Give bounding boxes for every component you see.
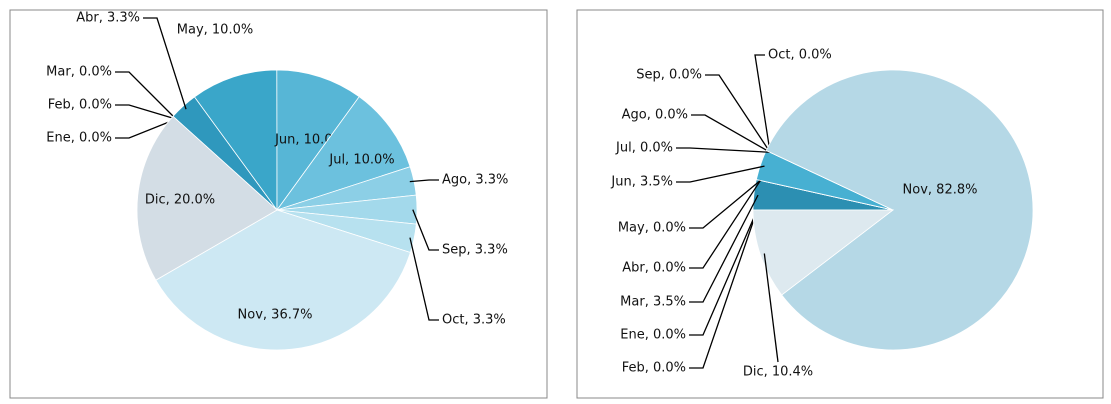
leader-line: [705, 74, 771, 153]
data-label: Feb, 0.0%: [622, 361, 686, 376]
leader-line: [763, 253, 779, 363]
pie-slice: [752, 209, 895, 296]
data-label: Oct, 0.0%: [768, 48, 832, 63]
data-label: Nov, 36.7%: [238, 308, 313, 323]
data-label: Mar, 3.5%: [620, 295, 686, 310]
leader-line: [754, 54, 771, 153]
leader-line: [689, 180, 762, 269]
pie-slice: [193, 69, 278, 212]
data-label: Ene, 0.0%: [46, 131, 112, 146]
data-label: Sep, 3.3%: [442, 243, 508, 258]
leader-line: [115, 71, 177, 120]
data-label: Nov, 82.8%: [903, 183, 978, 198]
data-label: Ago, 0.0%: [622, 108, 688, 123]
leader-line: [409, 237, 439, 321]
leader-line: [143, 17, 187, 110]
pie-slice: [275, 96, 411, 211]
leader-line: [676, 165, 765, 183]
leader-line: [689, 209, 758, 369]
data-label: May, 10.0%: [177, 23, 253, 38]
leader-line: [409, 179, 439, 183]
leader-line: [115, 118, 177, 139]
data-label: Oct, 3.3%: [442, 313, 506, 328]
data-label: Ago, 3.3%: [442, 173, 508, 188]
data-label: Mar, 0.0%: [46, 65, 112, 80]
pie-slice: [155, 209, 411, 351]
data-label: Abr, 3.3%: [76, 11, 140, 26]
data-label: Ene, 0.0%: [620, 328, 686, 343]
leader-line: [412, 209, 439, 251]
leader-line: [689, 194, 759, 303]
leader-line: [691, 114, 771, 153]
pie-slice: [765, 69, 1034, 351]
data-label: Sep, 0.0%: [636, 68, 702, 83]
data-label: Jun, 3.5%: [610, 175, 673, 190]
data-label: Feb, 0.0%: [48, 98, 112, 113]
pie-slice: [276, 69, 360, 212]
leader-line: [676, 147, 771, 153]
data-label: Dic, 20.0%: [145, 193, 215, 208]
data-label: Jul, 0.0%: [615, 141, 673, 156]
leader-line: [689, 209, 758, 336]
leader-line: [115, 104, 177, 120]
data-label: Jul, 10.0%: [328, 153, 394, 168]
data-label: Abr, 0.0%: [622, 261, 686, 276]
data-label: Dic, 10.4%: [743, 365, 813, 380]
pie-slice: [136, 115, 278, 281]
leader-line: [689, 179, 761, 229]
data-label: May, 0.0%: [618, 221, 686, 236]
